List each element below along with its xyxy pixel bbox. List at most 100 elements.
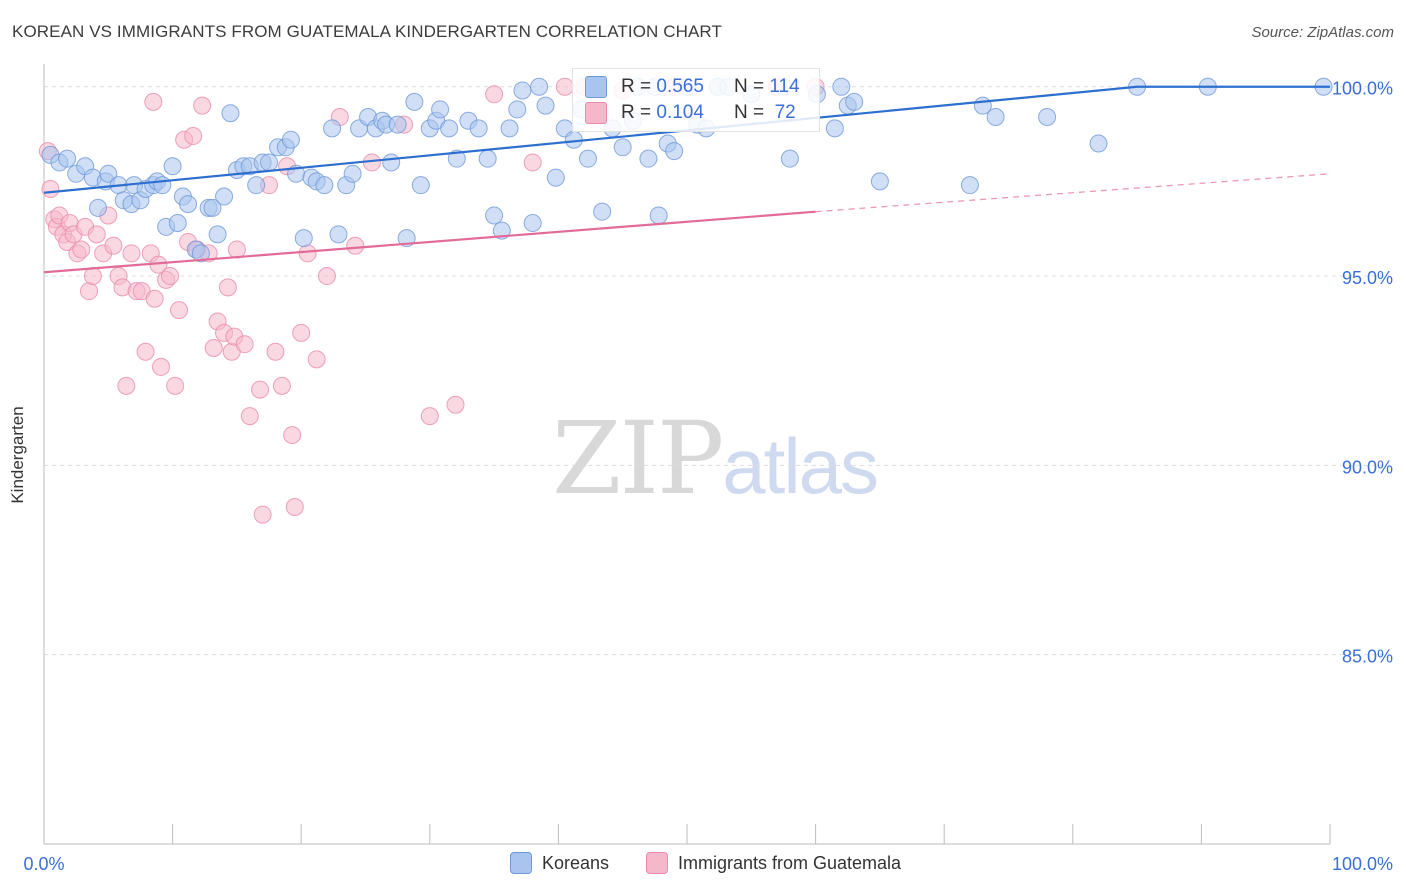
n-label: N = bbox=[733, 76, 765, 97]
r-label: R = bbox=[621, 102, 652, 123]
korean-point bbox=[508, 100, 527, 119]
korean-point bbox=[845, 92, 864, 111]
guatemala-point bbox=[83, 267, 102, 286]
korean-point bbox=[578, 149, 597, 168]
guatemala-point bbox=[292, 323, 311, 342]
legend-item-guatemala[interactable]: Immigrants from Guatemala bbox=[646, 852, 901, 874]
stats-row-koreans: R = 0.565 N = 114 bbox=[585, 75, 800, 99]
korean-point bbox=[492, 221, 511, 240]
korean-point bbox=[411, 176, 430, 195]
guatemala-point bbox=[80, 282, 99, 301]
n-value: 72 bbox=[769, 102, 796, 123]
korean-trendline bbox=[43, 85, 1138, 194]
guatemala-point bbox=[72, 240, 91, 259]
guatemala-point bbox=[285, 498, 304, 517]
korean-point bbox=[613, 138, 632, 157]
korean-point bbox=[1089, 134, 1108, 153]
guatemala-point bbox=[144, 92, 163, 111]
korean-point bbox=[1038, 108, 1057, 127]
korean-point bbox=[323, 119, 342, 138]
korean-point bbox=[294, 229, 313, 248]
guatemala-point bbox=[555, 77, 574, 96]
korean-point bbox=[649, 206, 668, 225]
legend-swatch-guatemala bbox=[646, 852, 668, 874]
guatemala-point bbox=[251, 380, 270, 399]
source-label: Source: ZipAtlas.com bbox=[1251, 24, 1394, 41]
guatemala-point bbox=[184, 126, 203, 145]
guatemala-point bbox=[87, 225, 106, 244]
korean-point bbox=[163, 157, 182, 176]
r-value: 0.104 bbox=[656, 102, 704, 123]
korean-point bbox=[500, 119, 519, 138]
korean-point bbox=[986, 108, 1005, 127]
korean-point bbox=[221, 104, 240, 123]
guatemala-point bbox=[152, 357, 171, 376]
korean-point bbox=[153, 176, 172, 195]
r-label: R = bbox=[621, 76, 652, 97]
guatemala-point bbox=[253, 505, 272, 524]
guatemala-point bbox=[235, 335, 254, 354]
korean-point bbox=[315, 176, 334, 195]
guatemala-point bbox=[41, 179, 60, 198]
korean-point bbox=[469, 119, 488, 138]
r-value: 0.565 bbox=[656, 76, 704, 97]
guatemala-point bbox=[193, 96, 212, 115]
korean-point bbox=[203, 198, 222, 217]
guatemala-point bbox=[266, 342, 285, 361]
guatemala-point bbox=[485, 85, 504, 104]
x-tick-label: 100.0% bbox=[1332, 854, 1393, 874]
guatemala-trendline bbox=[43, 210, 816, 274]
korean-point bbox=[832, 77, 851, 96]
guatemala-point bbox=[283, 426, 302, 445]
korean-point bbox=[388, 115, 407, 134]
korean-point bbox=[191, 244, 210, 263]
guatemala-point bbox=[218, 278, 237, 297]
korean-point bbox=[593, 202, 612, 221]
korean-point bbox=[440, 119, 459, 138]
guatemala-point bbox=[145, 289, 164, 308]
korean-point bbox=[960, 176, 979, 195]
guatemala-point bbox=[346, 236, 365, 255]
korean-point bbox=[485, 206, 504, 225]
guatemala-point bbox=[272, 376, 291, 395]
korean-point bbox=[58, 149, 77, 168]
watermark: ZIPatlas bbox=[552, 400, 879, 517]
korean-point bbox=[639, 149, 658, 168]
n-value: 114 bbox=[769, 76, 800, 97]
guatemala-point bbox=[446, 395, 465, 414]
korean-point bbox=[870, 172, 889, 191]
guatemala-point bbox=[204, 338, 223, 357]
guatemala-swatch bbox=[585, 102, 607, 124]
guatemala-point bbox=[104, 236, 123, 255]
korean-point bbox=[780, 149, 799, 168]
koreans-swatch bbox=[585, 76, 607, 98]
korean-point bbox=[405, 92, 424, 111]
series-legend: Koreans Immigrants from Guatemala bbox=[0, 852, 1406, 878]
guatemala-point bbox=[117, 376, 136, 395]
guatemala-point bbox=[240, 407, 259, 426]
y-tick-label: 85.0% bbox=[1342, 647, 1393, 667]
guatemala-point bbox=[161, 267, 180, 286]
korean-point bbox=[215, 187, 234, 206]
n-label: N = bbox=[733, 102, 765, 123]
stats-legend: R = 0.565 N = 114 R = 0.104 N = 72 bbox=[572, 68, 820, 132]
y-tick-label: 90.0% bbox=[1342, 457, 1393, 477]
guatemala-point bbox=[317, 267, 336, 286]
korean-point bbox=[168, 214, 187, 233]
chart-title: KOREAN VS IMMIGRANTS FROM GUATEMALA KIND… bbox=[12, 22, 722, 41]
watermark-zip: ZIP bbox=[552, 400, 724, 517]
guatemala-point bbox=[170, 301, 189, 320]
korean-point bbox=[447, 149, 466, 168]
guatemala-point bbox=[136, 342, 155, 361]
y-tick-label: 95.0% bbox=[1342, 268, 1393, 288]
legend-label-guatemala: Immigrants from Guatemala bbox=[678, 852, 902, 873]
y-tick-label: 100.0% bbox=[1332, 79, 1393, 99]
korean-point bbox=[329, 225, 348, 244]
legend-item-koreans[interactable]: Koreans bbox=[510, 852, 609, 874]
korean-point bbox=[179, 195, 198, 214]
korean-point bbox=[665, 142, 684, 161]
korean-point bbox=[281, 130, 300, 149]
guatemala-point bbox=[166, 376, 185, 395]
korean-point bbox=[382, 153, 401, 172]
